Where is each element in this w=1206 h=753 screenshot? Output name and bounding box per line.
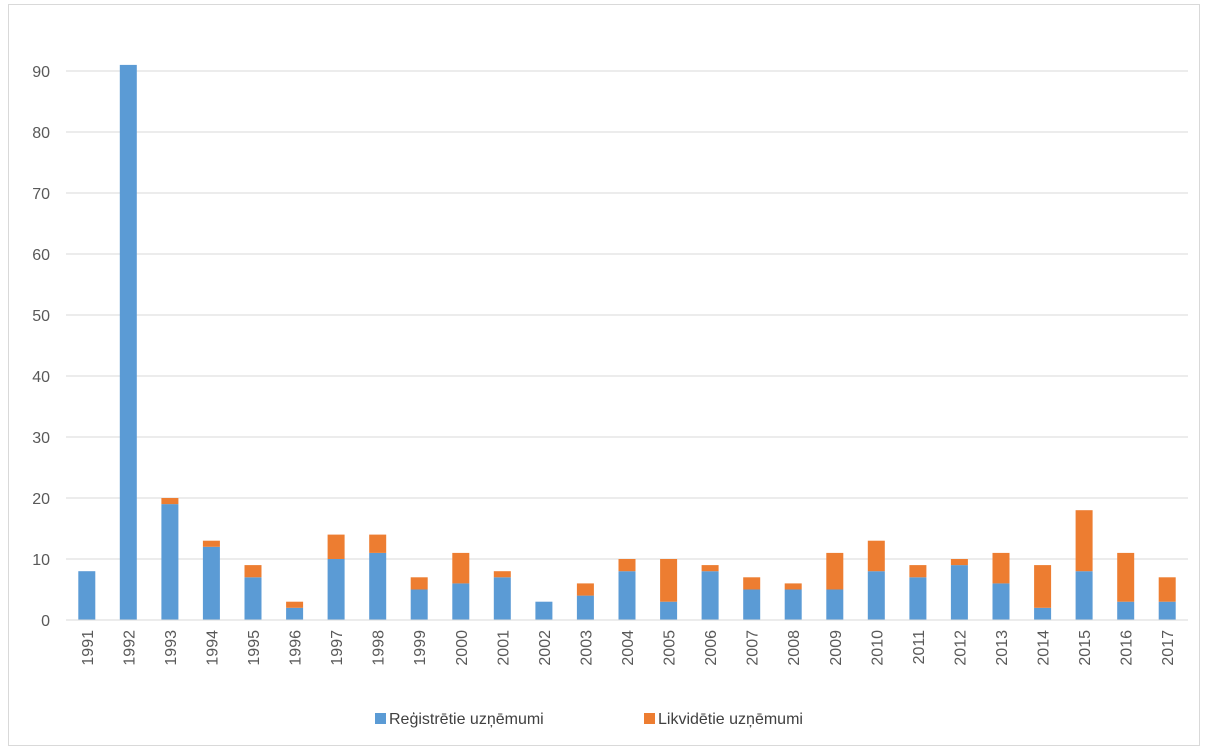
bar-registered [950,565,968,620]
x-tick-label: 2011 [911,630,928,665]
bar-liquidated [244,565,262,578]
x-tick-label: 2009 [828,630,845,666]
x-tick-label: 2006 [703,630,720,666]
x-tick-label: 2014 [1036,630,1053,666]
chart-area [8,4,1200,746]
bar-registered [701,571,719,620]
x-tick-label: 2015 [1077,630,1094,666]
x-tick-label: 1994 [204,630,221,666]
y-tick-label: 0 [41,613,50,630]
bar-liquidated [701,565,719,572]
bar-liquidated [369,534,387,553]
bar-registered [1117,601,1135,620]
x-tick-label: 2002 [537,630,554,666]
bar-liquidated [202,540,220,547]
y-tick-label: 10 [32,552,50,569]
x-tick-label: 2013 [994,630,1011,666]
bar-liquidated [1075,510,1093,572]
legend-swatch-registered [375,713,386,724]
x-tick-label: 2007 [745,630,762,666]
x-tick-label: 2001 [495,630,512,666]
bars [78,64,1176,620]
legend-label-liquidated: Likvidētie uzņēmumi [658,711,803,728]
legend-label-registered: Reģistrētie uzņēmumi [389,710,544,728]
bar-liquidated [161,498,179,505]
bar-registered [410,589,428,620]
bar-registered [1158,601,1176,620]
bar-registered [119,64,137,620]
y-axis: 0 10 20 30 40 50 60 70 80 90 [32,64,50,630]
bar-registered [909,577,927,620]
bar-registered [743,589,761,620]
bar-registered [1075,571,1093,620]
y-tick-label: 60 [32,247,50,264]
bar-registered [992,583,1010,620]
bar-liquidated [493,571,511,578]
bar-registered [286,607,304,620]
y-tick-label: 30 [32,430,50,447]
bar-liquidated [1117,552,1135,602]
x-tick-label: 1993 [163,630,180,666]
bar-registered [327,559,345,620]
bar-liquidated [410,577,428,590]
x-tick-label: 1991 [80,630,97,666]
y-tick-label: 50 [32,308,50,325]
x-tick-label: 1997 [329,630,346,666]
bar-registered [244,577,262,620]
bar-registered [618,571,636,620]
x-tick-label: 2008 [786,630,803,666]
bar-registered [452,583,470,620]
bar-liquidated [826,552,844,590]
bar-registered [161,504,179,620]
bar-registered [826,589,844,620]
bar-registered [660,601,678,620]
bar-liquidated [743,577,761,590]
x-tick-label: 1998 [371,630,388,666]
x-tick-label: 2005 [662,630,679,666]
x-tick-label: 1996 [288,630,305,666]
x-tick-label: 2016 [1119,630,1136,666]
legend: Reģistrētie uzņēmumi Likvidētie uzņēmumi [375,710,803,728]
bar-liquidated [950,559,968,566]
gridlines [66,70,1188,560]
x-tick-label: 2003 [578,630,595,666]
legend-swatch-liquidated [644,713,655,724]
bar-registered [784,589,802,620]
bar-registered [78,571,96,620]
x-tick-label: 2010 [869,630,886,666]
y-tick-label: 80 [32,125,50,142]
x-tick-label: 1999 [412,630,429,666]
bar-registered [576,595,594,620]
bar-liquidated [660,559,678,602]
bar-registered [535,601,553,620]
x-tick-label: 2000 [454,630,471,666]
x-tick-label: 1995 [246,630,263,666]
bar-liquidated [867,540,885,572]
bar-liquidated [1034,565,1052,608]
y-tick-label: 70 [32,186,50,203]
x-tick-label: 2004 [620,630,637,666]
x-tick-label: 1992 [121,630,138,666]
bar-liquidated [618,559,636,572]
bar-registered [493,577,511,620]
bar-registered [867,571,885,620]
bar-liquidated [576,583,594,596]
y-tick-label: 90 [32,64,50,81]
y-tick-label: 40 [32,369,50,386]
x-axis: 1991 1992 1993 1994 1995 1996 1997 1998 1999 2000… [80,630,1177,666]
bar-registered [1034,607,1052,620]
bar-liquidated [784,583,802,590]
bar-liquidated [327,534,345,559]
bar-liquidated [909,565,927,578]
bar-liquidated [992,552,1010,584]
y-tick-label: 20 [32,491,50,508]
x-tick-label: 2017 [1160,630,1177,666]
bar-registered [202,546,220,620]
x-tick-label: 2012 [952,630,969,666]
bar-liquidated [452,552,470,584]
bar-registered [369,552,387,620]
bar-liquidated [1158,577,1176,602]
bar-liquidated [286,601,304,608]
